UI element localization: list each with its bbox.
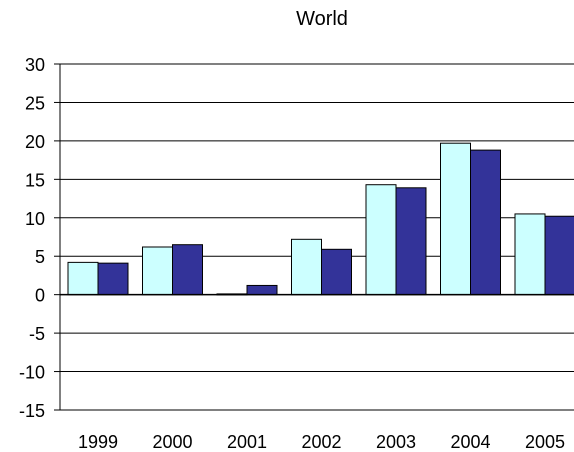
bar-2005-0	[514, 213, 546, 296]
bar-2003-0	[365, 184, 397, 296]
bar-2002-0	[291, 238, 322, 296]
x-tick-label: 2004	[450, 432, 490, 452]
y-tick-label: -5	[29, 324, 45, 344]
y-tick-label: 30	[25, 55, 45, 75]
y-tick-label: 25	[25, 93, 45, 113]
y-tick-label: 5	[35, 247, 45, 267]
bar-2000-0	[142, 246, 173, 296]
bar-2000-1	[172, 244, 203, 296]
bar-2001-1	[246, 284, 278, 296]
y-tick-label: 10	[25, 209, 45, 229]
axes	[54, 63, 574, 411]
y-tick-label: 15	[25, 170, 45, 190]
x-tick-label: 2005	[525, 432, 565, 452]
y-tick-label: 0	[35, 286, 45, 306]
y-tick-label: 20	[25, 132, 45, 152]
bar-series-group	[67, 142, 574, 296]
y-tick-label: -15	[19, 401, 45, 421]
bar-1999-1	[97, 262, 129, 296]
x-tick-label: 1999	[78, 432, 118, 452]
bar-2004-1	[470, 149, 501, 296]
bar-2002-1	[321, 248, 352, 296]
y-tick-label: -10	[19, 363, 45, 383]
x-tick-label: 2002	[301, 432, 341, 452]
bar-1999-0	[67, 261, 99, 296]
bar-2003-1	[395, 187, 427, 296]
axis-labels: 30 25 20 15 10 5 0 -5 -10 -15 1999 2000 2001 2002 2003…	[19, 55, 565, 452]
x-tick-label: 2000	[152, 432, 192, 452]
bar-2004-0	[440, 142, 471, 296]
bar-2005-1	[544, 215, 574, 296]
chart-title: World	[296, 8, 348, 30]
x-tick-label: 2003	[376, 432, 416, 452]
x-tick-label: 2001	[227, 432, 267, 452]
